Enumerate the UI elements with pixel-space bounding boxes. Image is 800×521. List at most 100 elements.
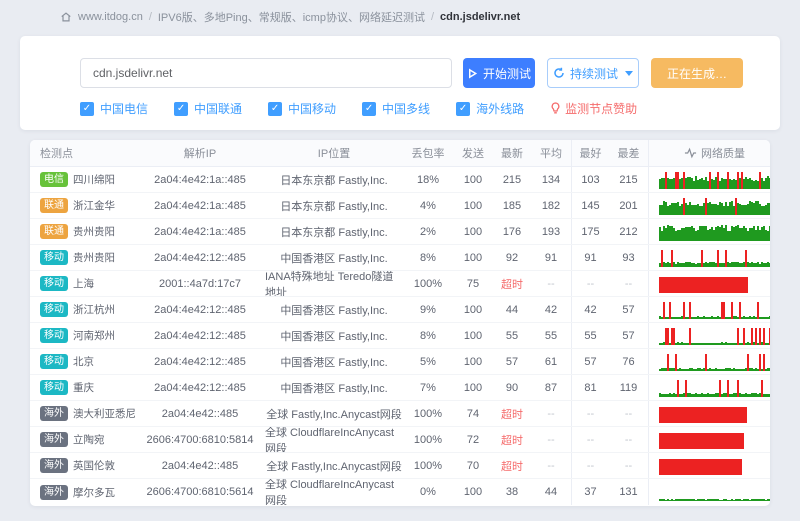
table-body: 电信 四川绵阳 2a04:4e42:1a::485 日本东京都 Fastly,Inc.…	[30, 167, 770, 505]
ip-location-cell: 全球 Fastly,Inc.Anycast网段	[266, 460, 402, 473]
latency-sparkline	[659, 405, 770, 423]
latency-sparkline	[659, 431, 770, 449]
checkbox-checked-icon[interactable]: ✓	[174, 101, 189, 116]
resolved-ip-cell: 2a04:4e42:1a::485	[154, 199, 246, 212]
avg-cell: 61	[544, 355, 558, 368]
city-label: 浙江金华	[73, 200, 115, 212]
carrier-badge: 移动	[40, 302, 68, 317]
best-cell: 91	[571, 245, 609, 270]
breadcrumb-separator: /	[148, 11, 152, 23]
table-row: 海外 英国伦敦 2a04:4e42::485 全球 Fastly,Inc.Anycas…	[30, 453, 770, 479]
column-header: 解析IP	[183, 148, 217, 160]
carrier-checkbox-3[interactable]: ✓ 中国多线	[362, 100, 430, 117]
carrier-badge: 移动	[40, 328, 68, 343]
column-header: 丢包率	[411, 148, 445, 160]
latest-cell: 超时	[501, 460, 523, 473]
network-quality-cell	[649, 375, 770, 400]
node-cell: 电信 四川绵阳	[30, 167, 135, 192]
latency-sparkline	[659, 301, 770, 319]
carrier-checkbox-2[interactable]: ✓ 中国移动	[268, 100, 336, 117]
table-row: 移动 上海 2001::4a7d:17c7 IANA特殊地址 Teredo隧道地址 10…	[30, 271, 770, 297]
city-label: 重庆	[73, 382, 94, 394]
result-table: 检测点 解析IP IP位置 丢包率 发送 最新 平均 最好 最差 网络质量 电信 四川绵阳 2a04:…	[30, 140, 770, 506]
city-label: 北京	[73, 356, 94, 368]
column-header: 最差	[609, 140, 649, 166]
sent-cell: 100	[463, 199, 483, 212]
network-quality-cell	[649, 479, 770, 505]
avg-cell: 134	[541, 173, 561, 186]
worst-cell: --	[609, 453, 649, 478]
network-quality-cell	[649, 427, 770, 452]
loss-rate-cell: 0%	[420, 486, 436, 498]
sent-cell: 100	[463, 225, 483, 238]
ip-location-cell: 日本东京都 Fastly,Inc.	[280, 200, 388, 213]
loss-rate-cell: 2%	[420, 225, 436, 238]
avg-cell: --	[547, 277, 555, 290]
best-cell: 81	[571, 375, 609, 400]
latest-cell: 57	[505, 355, 519, 368]
avg-cell: 182	[541, 199, 561, 212]
loss-rate-cell: 8%	[420, 251, 436, 264]
loss-rate-cell: 8%	[420, 329, 436, 342]
start-test-button[interactable]: 开始测试	[463, 58, 535, 88]
checkbox-checked-icon[interactable]: ✓	[362, 101, 377, 116]
column-header: 最好	[571, 140, 609, 166]
carrier-filters: ✓ 中国电信 ✓ 中国联通 ✓ 中国移动 ✓ 中国多线 ✓ 海外线路 监测节点赞助	[80, 100, 637, 117]
best-cell: 103	[571, 167, 609, 192]
latest-cell: 超时	[501, 408, 523, 421]
checkbox-checked-icon[interactable]: ✓	[456, 101, 471, 116]
checkbox-label: 海外线路	[476, 102, 525, 116]
ip-location-cell: 中国香港区 Fastly,Inc.	[280, 304, 388, 317]
generating-button[interactable]: 正在生成…	[651, 58, 743, 88]
table-row: 海外 摩尔多瓦 2606:4700:6810:5614 全球 CloudflareIn…	[30, 479, 770, 505]
table-row: 电信 四川绵阳 2a04:4e42:1a::485 日本东京都 Fastly,Inc.…	[30, 167, 770, 193]
worst-cell: 93	[609, 245, 649, 270]
node-cell: 移动 北京	[30, 349, 135, 374]
latency-sparkline	[659, 353, 770, 371]
carrier-badge: 海外	[40, 484, 68, 500]
node-cell: 移动 浙江杭州	[30, 297, 135, 322]
avg-cell: --	[547, 433, 555, 446]
resolved-ip-cell: 2a04:4e42:12::485	[154, 251, 246, 264]
carrier-badge: 移动	[40, 250, 68, 265]
ip-location-cell: 日本东京都 Fastly,Inc.	[280, 226, 388, 239]
node-cell: 海外 澳大利亚悉尼	[30, 401, 135, 426]
sent-cell: 100	[463, 381, 483, 394]
latest-cell: 215	[502, 173, 522, 186]
worst-cell: 119	[609, 375, 649, 400]
loss-rate-cell: 100%	[413, 407, 443, 420]
chevron-down-icon	[625, 70, 633, 76]
worst-cell: 57	[609, 323, 649, 348]
continuous-test-button[interactable]: 持续测试	[547, 58, 639, 88]
checkbox-checked-icon[interactable]: ✓	[80, 101, 94, 116]
sponsor-link[interactable]: 监测节点赞助	[550, 100, 637, 117]
table-row: 联通 贵州贵阳 2a04:4e42:1a::485 日本东京都 Fastly,Inc.…	[30, 219, 770, 245]
breadcrumb-separator: /	[430, 11, 435, 23]
play-icon	[469, 68, 478, 78]
column-header: IP位置	[317, 148, 351, 160]
table-row: 移动 北京 2a04:4e42:12::485 中国香港区 Fastly,Inc. 5%…	[30, 349, 770, 375]
avg-cell: --	[547, 407, 555, 420]
resolved-ip-cell: 2606:4700:6810:5614	[146, 486, 254, 498]
node-cell: 联通 贵州贵阳	[30, 219, 135, 244]
checkbox-checked-icon[interactable]: ✓	[268, 101, 283, 116]
network-quality-cell	[649, 297, 770, 322]
carrier-checkbox-0[interactable]: ✓ 中国电信	[80, 100, 148, 117]
start-test-label: 开始测试	[482, 66, 531, 81]
ip-location-cell: 全球 CloudflareIncAnycast网段	[265, 479, 394, 505]
loss-rate-cell: 5%	[420, 355, 436, 368]
worst-cell: 201	[609, 193, 649, 218]
avg-cell: 87	[544, 381, 558, 394]
checkbox-label: 中国联通	[194, 102, 243, 116]
carrier-badge: 移动	[40, 354, 68, 369]
refresh-icon	[554, 67, 564, 78]
carrier-checkbox-1[interactable]: ✓ 中国联通	[174, 100, 242, 117]
city-label: 英国伦敦	[73, 460, 115, 472]
host-input[interactable]	[80, 58, 452, 88]
carrier-checkbox-4[interactable]: ✓ 海外线路	[456, 100, 524, 117]
city-label: 上海	[73, 278, 94, 290]
best-cell: --	[571, 427, 609, 452]
ip-location-cell: 全球 CloudflareIncAnycast网段	[265, 427, 394, 452]
latency-sparkline	[659, 223, 770, 241]
